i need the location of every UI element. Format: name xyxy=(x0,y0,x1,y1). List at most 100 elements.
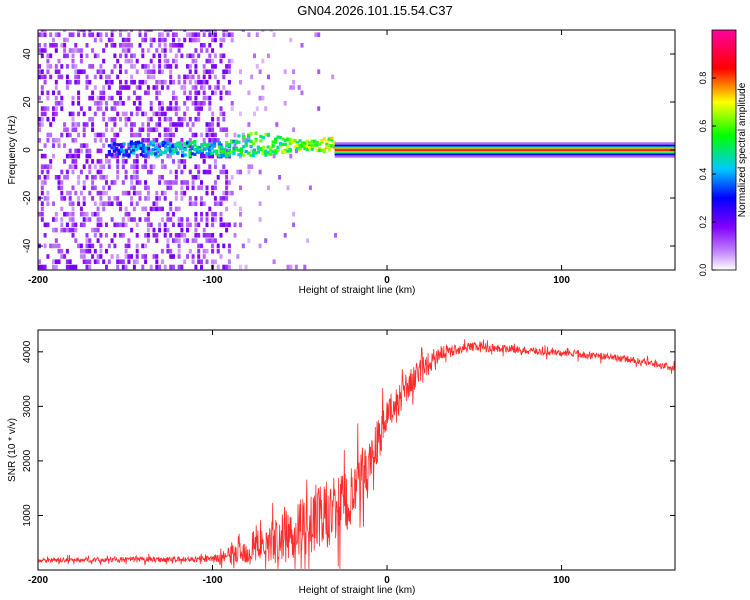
heatmap-cell xyxy=(116,90,120,96)
heatmap-cell xyxy=(186,95,189,101)
heatmap-cell xyxy=(46,196,50,201)
heatmap-cell xyxy=(158,58,162,64)
heatmap-cell xyxy=(119,32,122,37)
heatmap-cell xyxy=(225,264,229,270)
heatmap-cell xyxy=(112,149,116,153)
heatmap-cell xyxy=(129,140,133,144)
heatmap-cell xyxy=(68,211,72,217)
heatmap-cell xyxy=(79,222,83,228)
heatmap-cell xyxy=(247,169,251,175)
heatmap-cell xyxy=(269,146,273,150)
heatmap-cell xyxy=(99,175,103,180)
heatmap-cell xyxy=(194,217,198,222)
heatmap-cell xyxy=(132,217,136,222)
heatmap-cell xyxy=(77,153,81,159)
heatmap-cell xyxy=(261,149,265,153)
heatmap-cell xyxy=(197,233,201,238)
heatmap-cell xyxy=(186,217,189,222)
heatmap-cell xyxy=(99,222,103,228)
heatmap-cell xyxy=(127,116,131,122)
heatmap-cell xyxy=(225,190,229,196)
heatmap-cell xyxy=(188,74,192,80)
heatmap-cell xyxy=(297,85,301,90)
heatmap-cell xyxy=(191,101,195,106)
heatmap-cell xyxy=(174,196,178,201)
heatmap-cell xyxy=(57,185,61,191)
heatmap-cell xyxy=(169,69,173,74)
heatmap-cell xyxy=(310,147,314,151)
heatmap-cell xyxy=(205,95,209,101)
heatmap-cell xyxy=(183,90,187,96)
heatmap-cell xyxy=(211,211,215,217)
heatmap-cell xyxy=(63,53,67,59)
heatmap-cell xyxy=(211,190,215,196)
heatmap-cell xyxy=(169,30,173,32)
heatmap-cell xyxy=(193,148,197,152)
heatmap-cell xyxy=(194,264,198,270)
heatmap-cell xyxy=(168,149,173,153)
heatmap-cell xyxy=(188,69,192,74)
heatmap-cell xyxy=(200,79,203,85)
heatmap-cell xyxy=(173,145,177,149)
heatmap-cell xyxy=(177,159,181,164)
heatmap-cell xyxy=(227,222,231,228)
heatmap-cell xyxy=(252,141,256,146)
heatmap-cell xyxy=(194,95,198,101)
heatmap-cell xyxy=(169,264,173,270)
heatmap-cell xyxy=(71,153,75,159)
heatmap-cell xyxy=(208,122,212,127)
heatmap-cell xyxy=(99,138,103,143)
heatmap-cell xyxy=(171,144,175,148)
heatmap-cell xyxy=(289,37,293,43)
heatmap-cell xyxy=(216,79,220,85)
heatmap-cell xyxy=(119,222,122,228)
heatmap-cell xyxy=(82,222,86,228)
heatmap-cell xyxy=(274,137,278,141)
heatmap-cell xyxy=(71,58,75,64)
heatmap-cell xyxy=(169,64,173,69)
heatmap-cell xyxy=(155,122,159,127)
heatmap-cell xyxy=(121,48,125,53)
heatmap-cell xyxy=(172,122,175,127)
heatmap-cell xyxy=(85,159,89,164)
heatmap-cell xyxy=(96,190,100,196)
heatmap-cell xyxy=(65,74,69,80)
heatmap-cell xyxy=(160,106,164,111)
heatmap-cell xyxy=(197,243,201,249)
heatmap-cell xyxy=(169,127,173,132)
heatmap-cell xyxy=(208,148,212,152)
heatmap-cell xyxy=(168,146,173,150)
heatmap-cell xyxy=(85,238,89,243)
heatmap-cell xyxy=(276,149,280,153)
heatmap-cell xyxy=(317,106,321,111)
heatmap-cell xyxy=(77,79,81,85)
heatmap-cell xyxy=(60,95,64,101)
heatmap-cell xyxy=(119,259,122,264)
heatmap-cell xyxy=(202,85,206,90)
heatmap-cell xyxy=(77,201,81,206)
heatmap-cell xyxy=(138,190,142,196)
heatmap-cell xyxy=(71,111,75,117)
heatmap-cell xyxy=(308,143,312,147)
heatmap-cell xyxy=(91,116,95,122)
heatmap-cell xyxy=(107,144,111,148)
heatmap-cell xyxy=(152,37,156,43)
heatmap-cell xyxy=(177,206,181,212)
heatmap-cell xyxy=(91,159,95,164)
heatmap-cell xyxy=(93,74,97,80)
heatmap-cell xyxy=(213,74,217,80)
heatmap-cell xyxy=(208,95,212,101)
heatmap-cell xyxy=(310,139,314,143)
heatmap-cell xyxy=(274,151,278,155)
heatmap-cell xyxy=(172,58,175,64)
heatmap-cell xyxy=(164,145,168,149)
heatmap-cell xyxy=(314,32,318,37)
heatmap-cell xyxy=(278,175,282,180)
heatmap-cell xyxy=(146,132,150,138)
heatmap-cell xyxy=(79,53,83,59)
heatmap-cell xyxy=(144,152,148,156)
heatmap-cell xyxy=(40,116,44,122)
heatmap-cell xyxy=(227,79,231,85)
heatmap-cell xyxy=(124,111,128,117)
heatmap-cell xyxy=(215,149,219,153)
